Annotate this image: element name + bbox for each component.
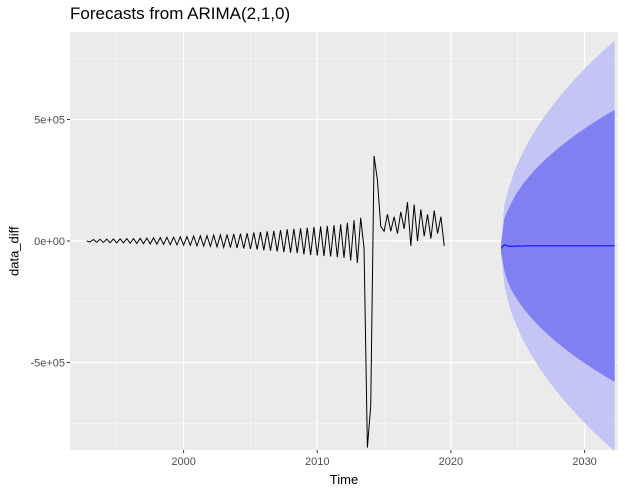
y-tick-label: 5e+05	[34, 114, 65, 126]
x-tick-label: 2030	[572, 456, 596, 468]
forecast-line	[500, 244, 615, 249]
chart-title: Forecasts from ARIMA(2,1,0)	[70, 4, 291, 23]
series-lines	[86, 155, 615, 448]
y-tick-label: -5e+05	[30, 358, 65, 370]
axis-ticks: 2000 2010 2020 2030 -5e+05 0e+00 5e+05	[30, 114, 596, 468]
x-tick-label: 2000	[171, 456, 195, 468]
x-tick-label: 2010	[305, 456, 329, 468]
x-tick-label: 2020	[439, 456, 463, 468]
x-axis-label: Time	[329, 472, 359, 487]
y-tick-label: 0e+00	[34, 236, 65, 248]
history-line	[86, 155, 445, 448]
